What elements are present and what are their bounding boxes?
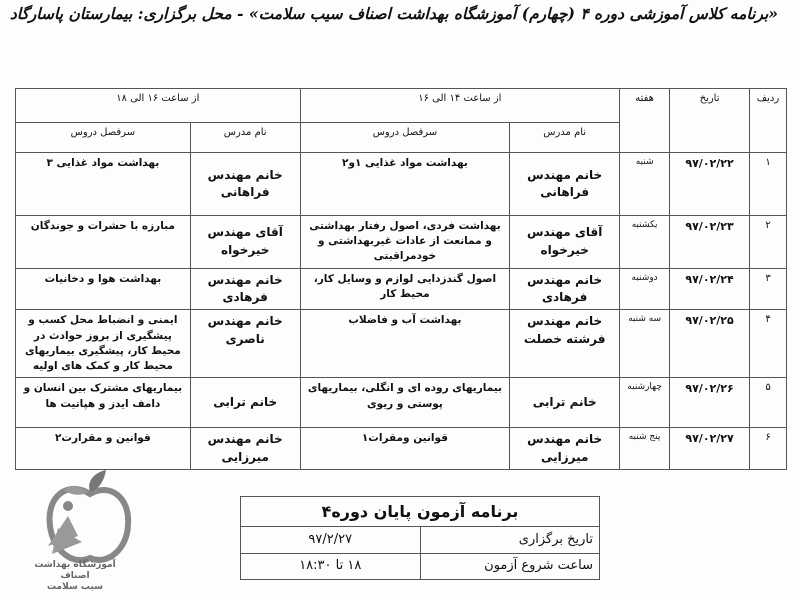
document-title: «برنامه کلاس آموزشی دوره ۴ (چهارم) آموزش… xyxy=(9,4,778,23)
apple-book-logo-icon xyxy=(46,470,132,564)
logo-line-2: سیب سلامت xyxy=(47,581,103,592)
row-date: ۹۷/۰۲/۲۶ xyxy=(669,377,751,429)
row-weekday: دوشنبه xyxy=(619,267,671,311)
exam-table: برنامه آزمون پایان دوره۴ تاریخ برگزاری ۹… xyxy=(240,495,600,581)
row-number: ۶ xyxy=(749,427,787,471)
row-number: ۵ xyxy=(749,377,787,429)
table-row: ۵ ۹۷/۰۲/۲۶ چهارشنبه خانم ترابی بیماریهای… xyxy=(15,377,787,429)
schedule-table: ردیف تاریخ هفته از ساعت ۱۴ الی ۱۶ از ساع… xyxy=(15,88,787,471)
row-teacher-2: خانم مهندس ناصری xyxy=(189,309,301,379)
row-topic-2: بهداشت مواد غذایی ۳ xyxy=(15,152,191,216)
row-number: ۱ xyxy=(749,152,787,216)
row-date: ۹۷/۰۲/۲۴ xyxy=(669,267,751,311)
row-teacher-2: خانم مهندس فرهادی xyxy=(189,267,301,311)
exam-time-label: ساعت شروع آزمون xyxy=(419,553,600,581)
row-teacher-2: خانم ترابی xyxy=(189,377,301,429)
row-teacher-1: خانم مهندس فرهادی xyxy=(509,267,621,311)
row-date: ۹۷/۰۲/۲۲ xyxy=(669,152,751,216)
table-row: ۲ ۹۷/۰۲/۲۳ یکشنبه آقای مهندس خیرخواه بهد… xyxy=(15,215,787,269)
row-teacher-1: خانم مهندس فراهانی xyxy=(509,152,621,216)
row-topic-1: بیماریهای روده ای و انگلی، بیماریهای پوس… xyxy=(299,377,511,429)
header-teacher-1: نام مدرس xyxy=(509,122,621,153)
header-topics-1: سرفصل دروس xyxy=(299,122,511,153)
row-teacher-1: خانم مهندس میرزایی xyxy=(509,427,621,471)
header-row-number: ردیف xyxy=(749,88,787,153)
row-topic-1: بهداشت فردی، اصول رفتار بهداشتی و ممانعت… xyxy=(299,215,511,269)
exam-time-value: ۱۸ تا ۱۸:۳۰ xyxy=(240,553,421,581)
row-weekday: چهارشنبه xyxy=(619,377,671,429)
table-row: ۶ ۹۷/۰۲/۲۷ پنج شنبه خانم مهندس میرزایی ق… xyxy=(15,427,787,471)
header-slot-14-16: از ساعت ۱۴ الی ۱۶ xyxy=(299,88,621,123)
row-teacher-2: خانم مهندس فراهانی xyxy=(189,152,301,216)
row-weekday: یکشنبه xyxy=(619,215,671,269)
row-topic-1: بهداشت آب و فاضلاب xyxy=(299,309,511,379)
table-row: ۴ ۹۷/۰۲/۲۵ سه شنبه خانم مهندس فرشته خصلت… xyxy=(15,309,787,379)
row-teacher-1: آقای مهندس خیرخواه xyxy=(509,215,621,269)
header-teacher-2: نام مدرس xyxy=(189,122,301,153)
logo-line-1: آموزشگاه بهداشت اصناف xyxy=(34,560,116,581)
row-topic-2: ایمنی و انضباط محل کسب و پیشگیری از بروز… xyxy=(15,309,191,379)
table-row: ۳ ۹۷/۰۲/۲۴ دوشنبه خانم مهندس فرهادی اصول… xyxy=(15,267,787,311)
row-number: ۴ xyxy=(749,309,787,379)
row-date: ۹۷/۰۲/۲۵ xyxy=(669,309,751,379)
row-topic-2: قوانین و مقرارت۲ xyxy=(15,427,191,471)
row-topic-1: قوانین ومقرات۱ xyxy=(299,427,511,471)
row-teacher-1: خانم مهندس فرشته خصلت xyxy=(509,309,621,379)
row-teacher-1: خانم ترابی xyxy=(509,377,621,429)
row-topic-1: اصول گندزدایی لوازم و وسایل کار، محیط کا… xyxy=(299,267,511,311)
table-row: ۱ ۹۷/۰۲/۲۲ شنبه خانم مهندس فراهانی بهداش… xyxy=(15,152,787,216)
header-topics-2: سرفصل دروس xyxy=(15,122,191,153)
row-date: ۹۷/۰۲/۲۳ xyxy=(669,215,751,269)
row-weekday: سه شنبه xyxy=(619,309,671,379)
header-date: تاریخ xyxy=(669,88,751,153)
row-date: ۹۷/۰۲/۲۷ xyxy=(669,427,751,471)
exam-date-value: ۹۷/۲/۲۷ xyxy=(240,526,421,555)
row-weekday: شنبه xyxy=(619,152,671,216)
row-teacher-2: خانم مهندس میرزایی xyxy=(189,427,301,471)
row-weekday: پنج شنبه xyxy=(619,427,671,471)
header-weekday: هفته xyxy=(619,88,671,153)
row-topic-2: مبارزه با حشرات و جوندگان xyxy=(15,215,191,269)
row-teacher-2: آقای مهندس خیرخواه xyxy=(189,215,301,269)
header-slot-16-18: از ساعت ۱۶ الی ۱۸ xyxy=(15,88,301,123)
row-topic-2: بیماریهای مشترک بین انسان و دامف ایدز و … xyxy=(15,377,191,429)
logo-caption: آموزشگاه بهداشت اصناف سیب سلامت xyxy=(30,560,120,592)
exam-date-label: تاریخ برگزاری xyxy=(419,526,600,555)
row-topic-1: بهداشت مواد غذایی ۱و۲ xyxy=(299,152,511,216)
exam-title: برنامه آزمون پایان دوره۴ xyxy=(240,495,600,528)
row-number: ۳ xyxy=(749,267,787,311)
row-number: ۲ xyxy=(749,215,787,269)
row-topic-2: بهداشت هوا و دخانیات xyxy=(15,267,191,311)
